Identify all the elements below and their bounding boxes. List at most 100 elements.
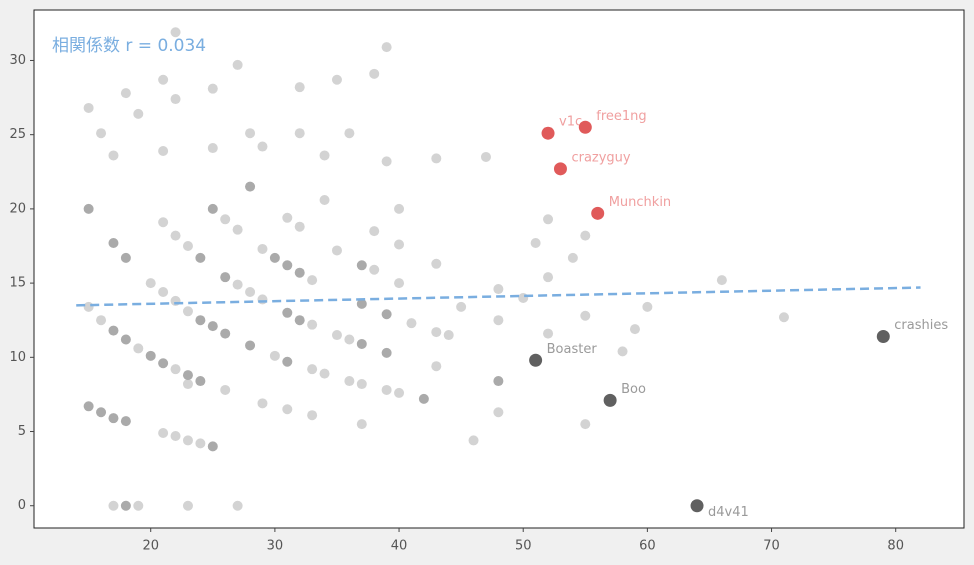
x-tick-label: 30	[267, 539, 284, 554]
point	[108, 413, 119, 424]
point	[120, 334, 131, 345]
point	[145, 278, 156, 289]
highlight-point	[529, 353, 543, 367]
point	[331, 330, 342, 341]
point	[369, 226, 380, 237]
point	[83, 301, 94, 312]
point	[282, 212, 293, 223]
x-tick-label: 70	[763, 539, 780, 554]
point	[133, 108, 144, 119]
y-tick-label: 20	[9, 201, 26, 216]
point	[319, 194, 330, 205]
point	[356, 419, 367, 430]
point	[493, 284, 504, 295]
x-tick-label: 20	[142, 539, 159, 554]
y-tick-label: 30	[9, 53, 26, 68]
highlight-point	[690, 499, 704, 513]
point	[319, 368, 330, 379]
point	[294, 315, 305, 326]
point	[145, 350, 156, 361]
y-tick-label: 15	[9, 276, 26, 291]
point	[96, 407, 107, 418]
point	[778, 312, 789, 323]
point	[344, 334, 355, 345]
highlight-point	[603, 393, 617, 407]
point	[170, 94, 181, 105]
point	[108, 325, 119, 336]
point	[220, 214, 231, 225]
point	[344, 128, 355, 139]
highlight-point	[876, 330, 890, 344]
point	[518, 292, 529, 303]
point	[182, 306, 193, 317]
point	[232, 279, 243, 290]
point	[269, 252, 280, 263]
point	[567, 252, 578, 263]
point	[294, 267, 305, 278]
point	[456, 301, 467, 312]
point	[580, 419, 591, 430]
x-tick-label: 50	[515, 539, 532, 554]
x-tick-label: 40	[391, 539, 408, 554]
point	[182, 379, 193, 390]
point-label: Munchkin	[609, 195, 671, 210]
point	[331, 245, 342, 256]
point	[245, 181, 256, 192]
correlation-annotation: 相関係数 r = 0.034	[52, 36, 206, 56]
point	[282, 356, 293, 367]
point	[83, 102, 94, 113]
trend-line	[76, 286, 921, 307]
highlight-point	[553, 162, 567, 176]
point	[369, 68, 380, 79]
point	[195, 252, 206, 263]
point	[170, 27, 181, 38]
point	[381, 42, 392, 53]
point	[158, 428, 169, 439]
point	[493, 315, 504, 326]
point	[220, 272, 231, 283]
point	[418, 393, 429, 404]
point	[431, 327, 442, 338]
point	[282, 404, 293, 415]
point	[331, 74, 342, 85]
point	[356, 260, 367, 271]
point	[207, 441, 218, 452]
point	[394, 203, 405, 214]
point	[108, 500, 119, 511]
point	[356, 379, 367, 390]
point	[257, 243, 268, 254]
point	[120, 500, 131, 511]
point	[182, 500, 193, 511]
point	[629, 324, 640, 335]
point	[108, 238, 119, 249]
point	[543, 214, 554, 225]
point-label: crazyguy	[571, 150, 630, 165]
point	[307, 410, 318, 421]
point	[381, 156, 392, 167]
point	[431, 258, 442, 269]
point	[83, 203, 94, 214]
point	[580, 310, 591, 321]
point	[158, 146, 169, 157]
point	[319, 150, 330, 161]
point	[120, 416, 131, 427]
point	[294, 128, 305, 139]
point	[207, 83, 218, 94]
point	[120, 88, 131, 99]
point	[257, 398, 268, 409]
point	[282, 307, 293, 318]
point	[170, 430, 181, 441]
point	[394, 387, 405, 398]
point	[207, 321, 218, 332]
point	[406, 318, 417, 329]
point	[480, 151, 491, 162]
point-label: Boo	[621, 382, 646, 397]
point	[83, 401, 94, 412]
point	[468, 435, 479, 446]
point	[394, 278, 405, 289]
point	[716, 275, 727, 286]
y-tick-label: 10	[9, 350, 26, 365]
point	[182, 240, 193, 251]
